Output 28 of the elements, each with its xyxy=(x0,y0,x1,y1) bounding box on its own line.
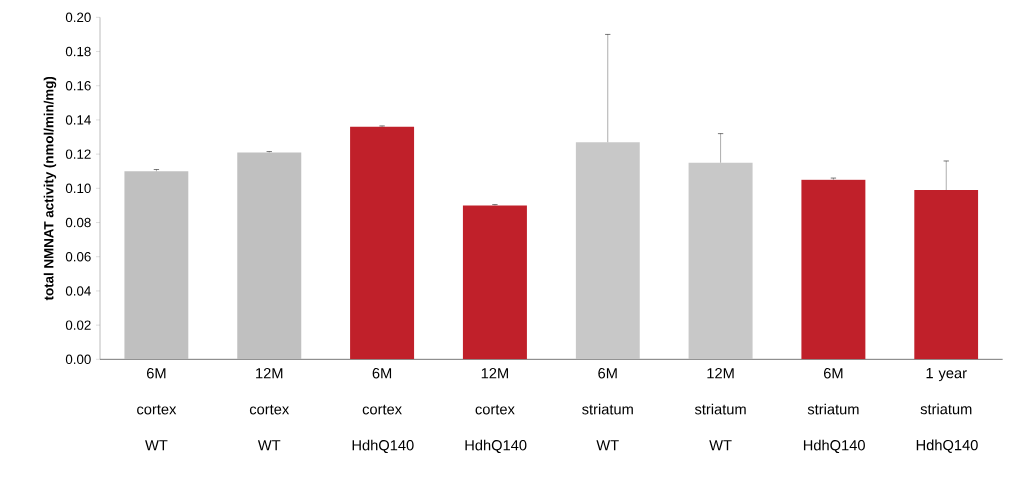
category-label: 6M cortex HdhQ140 xyxy=(352,368,414,454)
y-tick-label: 0.16 xyxy=(65,81,91,91)
bar xyxy=(237,152,302,360)
y-axis-title: total NMNAT activity (nmol/min/mg) xyxy=(43,76,57,301)
bar xyxy=(350,126,415,360)
y-tick-label: 0.00 xyxy=(65,354,91,365)
category-label: 12M striatum WT xyxy=(694,368,746,451)
y-tick-label: 0.14 xyxy=(65,115,91,125)
bar xyxy=(575,142,640,360)
y-tick-label: 0.18 xyxy=(65,46,91,57)
category-label: 12M cortex WT xyxy=(249,368,290,451)
y-tick-label: 0.04 xyxy=(65,286,91,296)
y-tick-label: 0.08 xyxy=(65,217,91,228)
category-label: 12M cortex HdhQ140 xyxy=(465,368,527,454)
category-label: 6M cortex WT xyxy=(137,368,177,451)
category-label: 1 year striatum HdhQ140 xyxy=(916,368,978,453)
category-label: 6M striatum WT xyxy=(582,368,633,451)
y-tick-label: 0.20 xyxy=(65,12,91,23)
bar xyxy=(914,190,979,360)
bar xyxy=(124,171,189,360)
category-label: 6M striatum HdhQ140 xyxy=(803,368,865,454)
y-tick-label: 0.02 xyxy=(65,320,91,330)
bar xyxy=(688,162,753,360)
y-tick-label: 0.12 xyxy=(65,149,91,159)
y-tick-label: 0.10 xyxy=(65,183,91,194)
y-tick-label: 0.06 xyxy=(65,252,91,262)
bar xyxy=(462,205,527,360)
bar xyxy=(801,179,866,360)
